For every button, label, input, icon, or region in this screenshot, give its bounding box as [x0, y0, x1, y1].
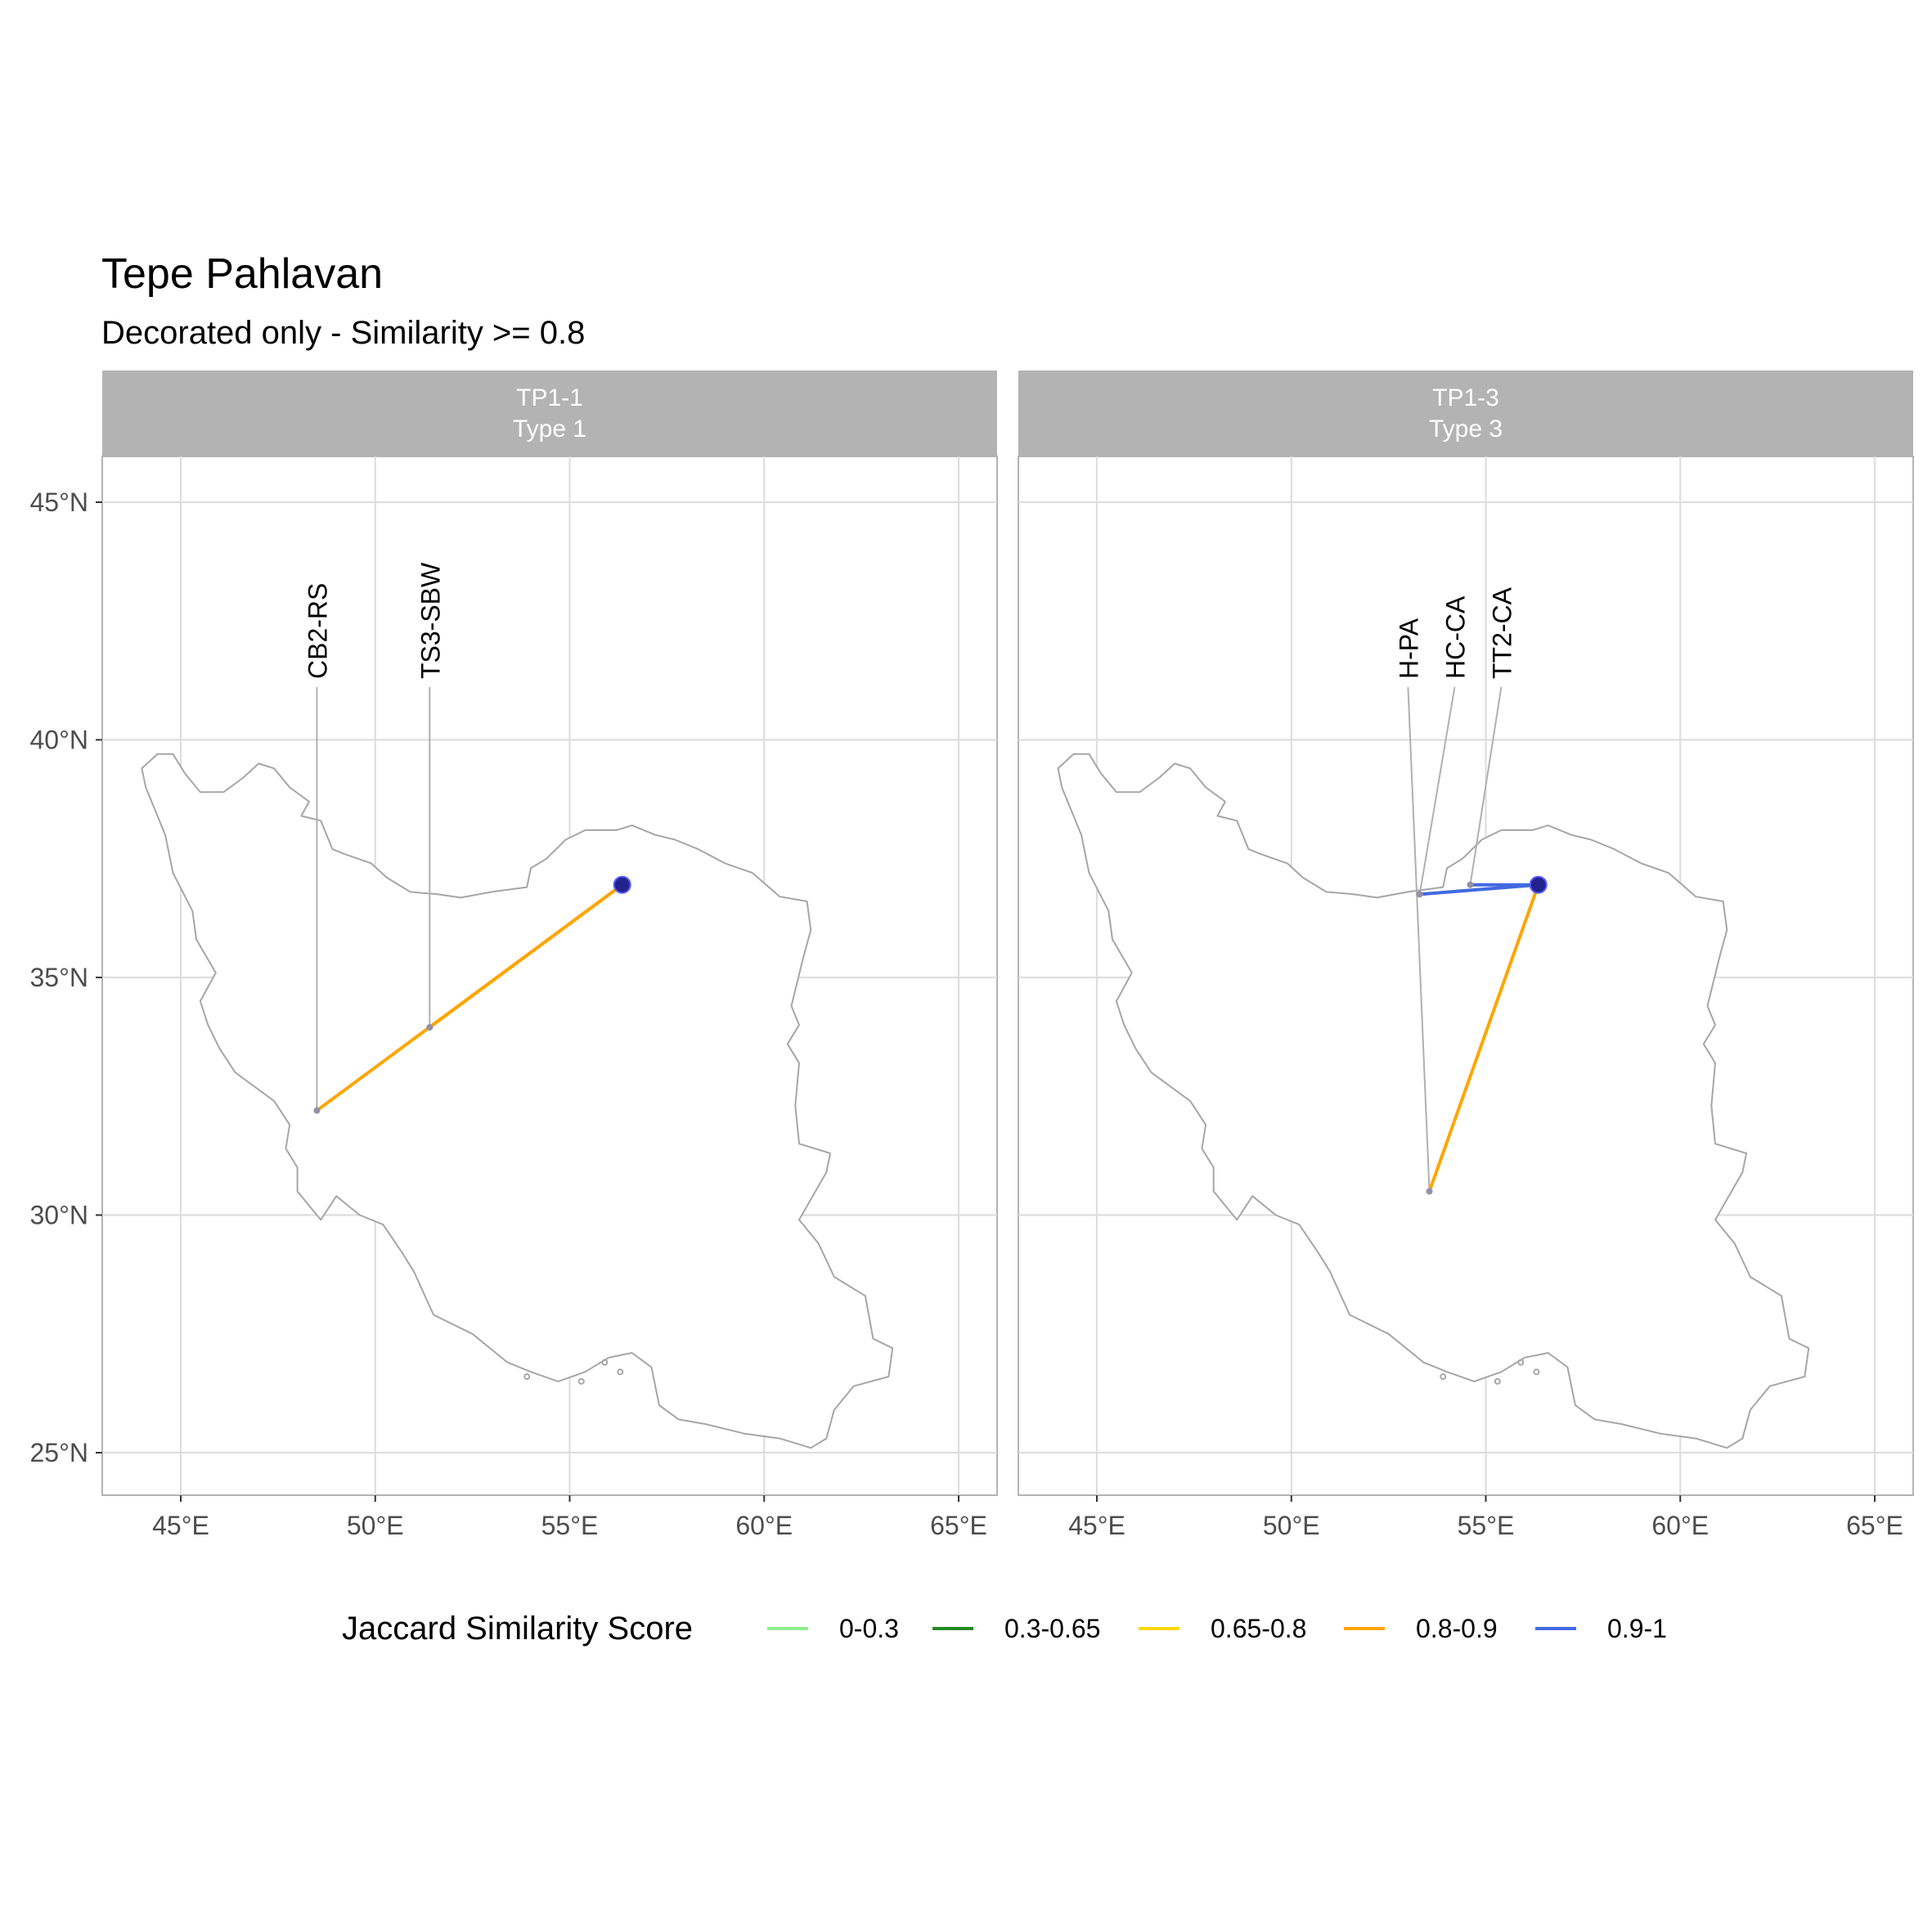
legend-item: 0.8-0.9 — [1344, 1614, 1498, 1643]
y-tick-label: 30°N — [30, 1201, 89, 1230]
site-label: TS3-SBW — [416, 562, 445, 679]
site-point — [313, 1107, 321, 1114]
facet-panel-2: TP1-3 Type 3 H-PA HC-CA TT2-CA 45°E 50°E 55°E 60… — [1018, 371, 1914, 1540]
island — [1440, 1373, 1447, 1381]
x-tick-label: 60°E — [1651, 1511, 1709, 1540]
facet-strip-title: TP1-1 — [516, 384, 583, 411]
y-tick-label: 40°N — [30, 726, 89, 755]
facet-panels: TP1-1 Type 1 CB2-RS TS3-SBW 45°E 50°E 55°E 60°E… — [101, 371, 1914, 1540]
island — [577, 1377, 585, 1385]
x-tick-label: 65°E — [930, 1511, 987, 1540]
legend-label: 0.3-0.65 — [1004, 1614, 1100, 1643]
origin-site-point — [613, 875, 631, 894]
island — [601, 1359, 609, 1366]
y-tick-label: 35°N — [30, 963, 89, 992]
iran-outline — [141, 753, 894, 1449]
facet-strip — [1018, 371, 1913, 456]
x-tick-label: 55°E — [541, 1511, 599, 1540]
island — [1494, 1377, 1501, 1385]
facet-panel-1: TP1-1 Type 1 CB2-RS TS3-SBW 45°E 50°E 55°E 60°E… — [101, 371, 998, 1540]
legend-item: 0-0.3 — [767, 1614, 899, 1643]
figure-subtitle: Decorated only - Similarity >= 0.8 — [101, 315, 585, 351]
x-tick-label: 45°E — [1068, 1511, 1126, 1540]
site-point — [1467, 881, 1474, 888]
legend-item: 0.65-0.8 — [1139, 1614, 1306, 1643]
site-point — [426, 1024, 434, 1031]
legend-item: 0.3-0.65 — [932, 1614, 1100, 1643]
similarity-link — [428, 883, 624, 1030]
iran-outline — [1057, 753, 1810, 1449]
x-tick-label: 60°E — [735, 1511, 793, 1540]
x-tick-label: 50°E — [347, 1511, 404, 1540]
site-point — [1416, 891, 1423, 898]
label-leader-line — [1407, 686, 1431, 1192]
legend-item: 0.9-1 — [1535, 1614, 1667, 1643]
legend-label: 0.9-1 — [1607, 1614, 1667, 1643]
label-leader-line — [1418, 686, 1456, 895]
x-tick-label: 45°E — [152, 1511, 209, 1540]
island — [617, 1368, 624, 1376]
legend: Jaccard Similarity Score 0-0.3 0.3-0.65 0.… — [342, 1611, 1667, 1647]
site-label: CB2-RS — [303, 583, 332, 679]
site-label: H-PA — [1394, 618, 1423, 679]
y-tick-label: 45°N — [30, 487, 89, 517]
legend-label: 0.8-0.9 — [1416, 1614, 1498, 1643]
legend-label: 0-0.3 — [839, 1614, 899, 1643]
label-leader-line — [1469, 686, 1503, 885]
facet-strip-type: Type 1 — [513, 416, 586, 443]
legend-label: 0.65-0.8 — [1211, 1614, 1306, 1643]
site-point — [1426, 1188, 1433, 1195]
similarity-link — [1427, 883, 1540, 1193]
island — [1533, 1368, 1540, 1376]
facet-strip-type: Type 3 — [1429, 416, 1503, 443]
origin-site-point — [1529, 875, 1548, 894]
x-tick-label: 65°E — [1846, 1511, 1903, 1540]
site-label: TT2-CA — [1487, 586, 1516, 679]
legend-title: Jaccard Similarity Score — [342, 1611, 693, 1647]
island — [1517, 1359, 1525, 1366]
y-axis: 45°N 40°N 35°N 30°N 25°N — [30, 487, 102, 1467]
island — [523, 1373, 531, 1381]
figure-title: Tepe Pahlavan — [101, 250, 383, 298]
facet-strip-title: TP1-3 — [1432, 384, 1499, 411]
y-tick-label: 25°N — [30, 1438, 89, 1467]
site-label: HC-CA — [1440, 595, 1470, 679]
facet-strip — [102, 371, 997, 456]
x-tick-label: 50°E — [1263, 1511, 1320, 1540]
x-tick-label: 55°E — [1458, 1511, 1515, 1540]
